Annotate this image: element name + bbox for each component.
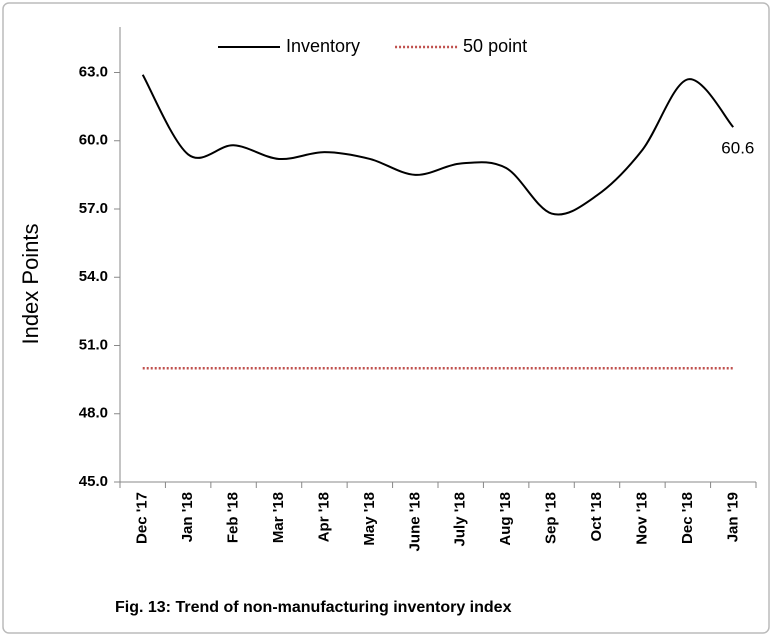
x-tick-label: Apr '18 [315, 492, 332, 542]
x-tick-label: Jan '19 [724, 492, 741, 542]
data-label: 60.6 [721, 139, 754, 158]
x-tick-label: Sep '18 [543, 492, 560, 544]
y-tick-label: 63.0 [79, 63, 108, 80]
y-tick-label: 54.0 [79, 268, 108, 285]
x-tick-label: Aug '18 [497, 492, 514, 546]
series-line [141, 74, 735, 216]
x-tick-label: July '18 [452, 492, 469, 546]
x-tick-label: June '18 [406, 492, 423, 551]
x-tick-label: Dec '17 [134, 492, 151, 544]
x-tick-label: Dec '18 [679, 492, 696, 544]
x-tick-label: May '18 [361, 492, 378, 546]
x-tick-label: Oct '18 [588, 492, 605, 541]
y-axis-label: Index Points [18, 223, 43, 344]
x-tick-label: Nov '18 [633, 492, 650, 545]
x-tick-label: Mar '18 [270, 492, 287, 543]
legend-label: Inventory [286, 36, 360, 56]
x-tick-label: Feb '18 [225, 492, 242, 543]
y-tick-label: 48.0 [79, 405, 108, 422]
x-tick-label: Jan '18 [179, 492, 196, 542]
y-tick-label: 51.0 [79, 336, 108, 353]
y-tick-label: 45.0 [79, 473, 108, 490]
y-tick-label: 60.0 [79, 132, 108, 149]
y-tick-label: 57.0 [79, 200, 108, 217]
legend-label: 50 point [463, 36, 527, 56]
caption: Fig. 13: Trend of non-manufacturing inve… [115, 599, 512, 616]
